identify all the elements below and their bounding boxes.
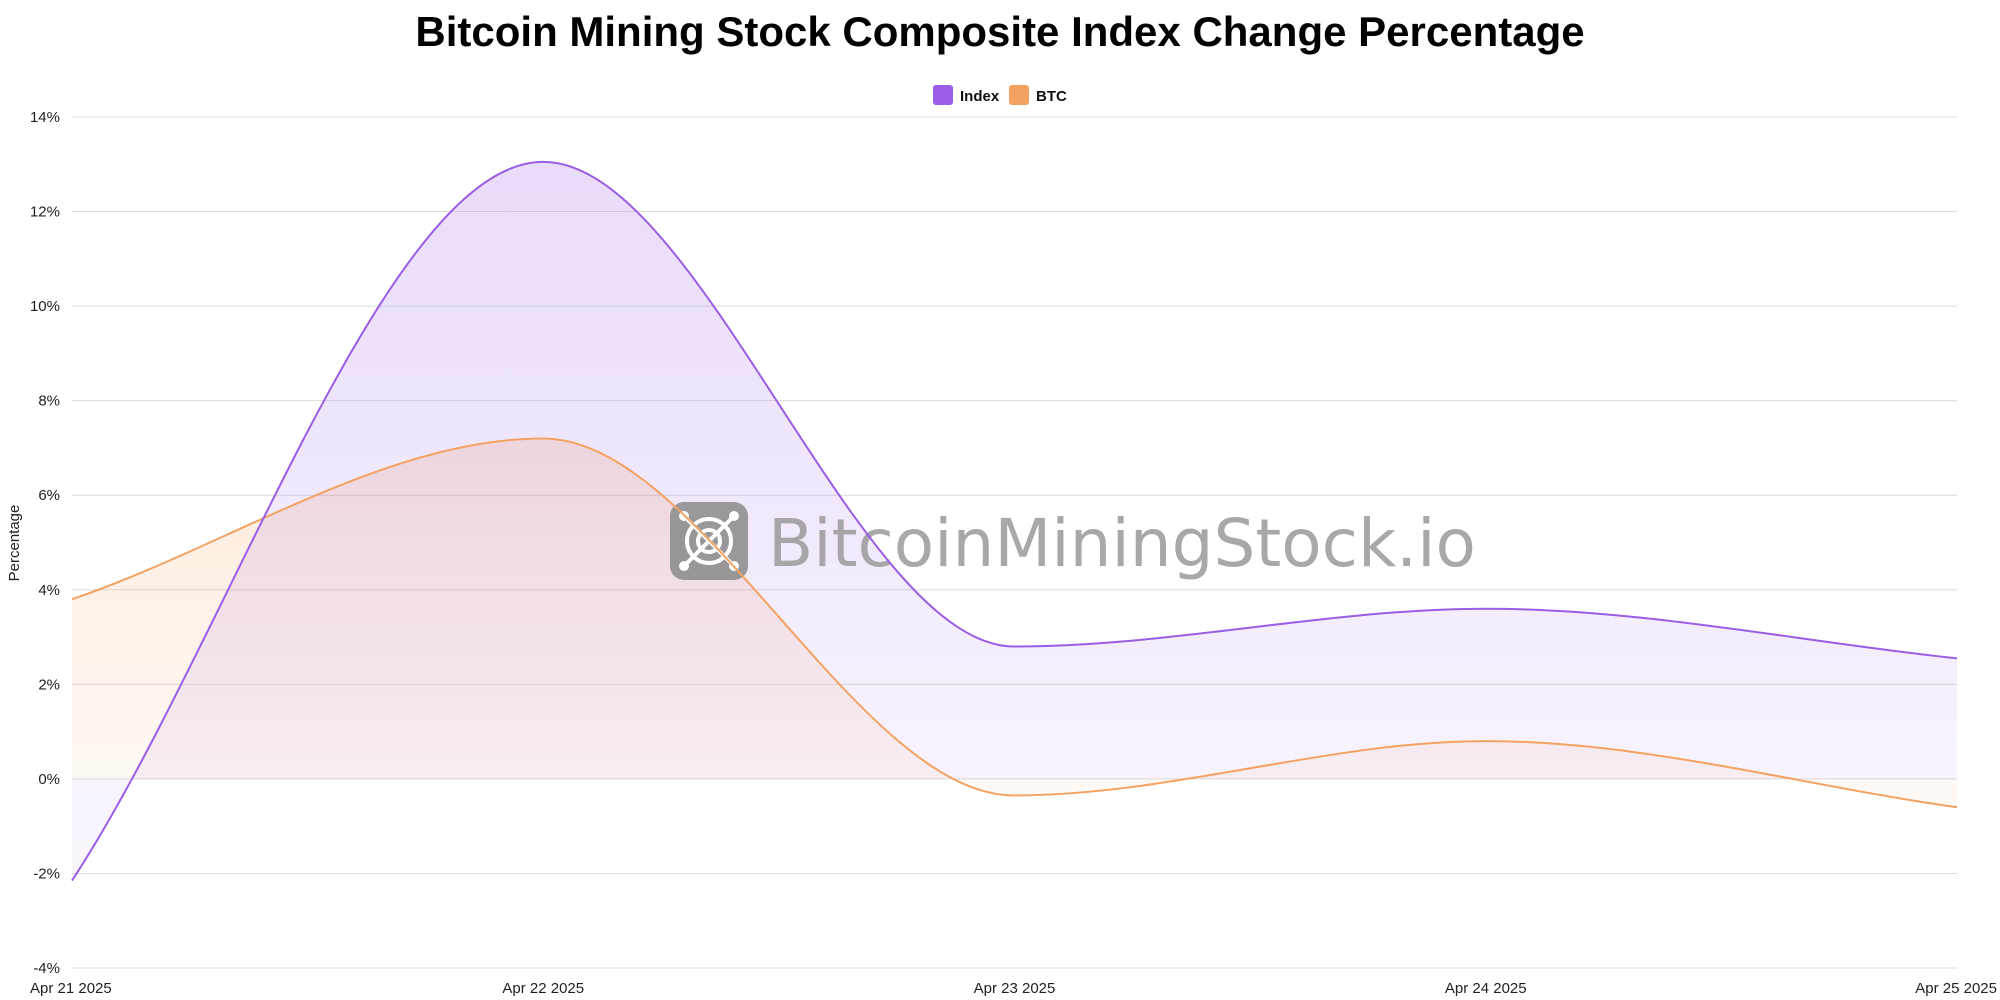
- line-layer: [71, 160, 1958, 882]
- series-line-btc: [71, 437, 1958, 809]
- y-tick-label: 14%: [30, 109, 60, 126]
- y-tick-label: 8%: [38, 393, 60, 410]
- y-tick-label: 0%: [38, 771, 60, 788]
- x-tick-label: Apr 22 2025: [502, 980, 584, 997]
- legend-swatch-index: [933, 85, 953, 105]
- y-tick-label: 2%: [38, 676, 60, 693]
- y-tick-label: 10%: [30, 298, 60, 315]
- y-tick-label: 12%: [30, 204, 60, 221]
- x-tick-label: Apr 25 2025: [1915, 980, 1997, 997]
- legend-label-btc: BTC: [1036, 88, 1067, 105]
- area-index: [72, 161, 1957, 881]
- x-tick-label: Apr 24 2025: [1445, 980, 1527, 997]
- series-line-index: [71, 160, 1958, 882]
- chart-title: Bitcoin Mining Stock Composite Index Cha…: [415, 8, 1585, 55]
- x-tick-label: Apr 23 2025: [974, 980, 1056, 997]
- legend: Index BTC: [933, 85, 1067, 105]
- y-tick-label: -4%: [33, 960, 60, 977]
- y-tick-label: -2%: [33, 865, 60, 882]
- legend-label-index: Index: [960, 88, 1000, 105]
- area-layer: [72, 161, 1957, 881]
- axis-layer: Percentage -4% -2% 0% 2% 4% 6% 8% 10% 12% 14% Apr …: [6, 109, 1997, 997]
- y-tick-label: 6%: [38, 487, 60, 504]
- watermark-text: BitcoinMiningStock.io: [768, 505, 1476, 582]
- x-tick-label: Apr 21 2025: [30, 980, 112, 997]
- watermark: BitcoinMiningStock.io: [670, 502, 1476, 582]
- y-tick-label: 4%: [38, 582, 60, 599]
- legend-swatch-btc: [1009, 85, 1029, 105]
- y-axis-title: Percentage: [6, 505, 23, 582]
